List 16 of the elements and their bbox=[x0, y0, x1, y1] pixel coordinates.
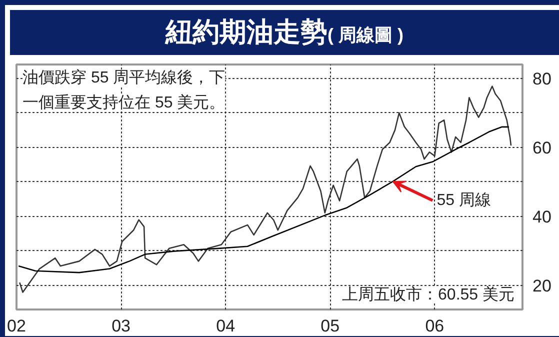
x-tick-label: 05 bbox=[320, 316, 340, 336]
y-tick-label: 20 bbox=[532, 276, 552, 296]
chart-subtitle: ( 周線圖 ) bbox=[328, 25, 404, 45]
x-tick-label: 06 bbox=[425, 316, 444, 336]
annotation: 55 周線 bbox=[436, 192, 492, 209]
y-tick-label: 80 bbox=[532, 69, 552, 88]
chart-title: 紐約期油走勢 bbox=[166, 17, 328, 47]
x-tick-label: 04 bbox=[216, 316, 236, 336]
x-tick-label: 03 bbox=[112, 316, 131, 336]
annotation: 油價跌穿 55 周平均線後，下 bbox=[22, 68, 226, 86]
annotation: 一個重要支持位在 55 美元。 bbox=[22, 94, 226, 112]
x-tick-label: 02 bbox=[7, 316, 26, 336]
y-tick-label: 60 bbox=[532, 138, 552, 158]
line-series bbox=[18, 126, 510, 274]
y-tick-label: 40 bbox=[532, 207, 552, 226]
annotation: 上周五收市：60.55 美元 bbox=[342, 286, 514, 304]
